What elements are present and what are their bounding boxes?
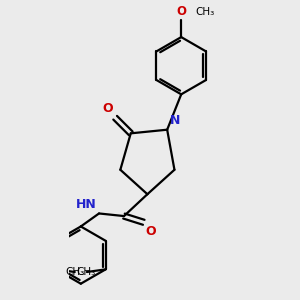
- Text: O: O: [146, 225, 157, 239]
- Text: O: O: [176, 5, 186, 18]
- Text: N: N: [170, 114, 181, 127]
- Text: CH₃: CH₃: [65, 267, 85, 277]
- Text: CH₃: CH₃: [77, 267, 96, 277]
- Text: CH₃: CH₃: [195, 7, 214, 16]
- Text: O: O: [102, 102, 112, 115]
- Text: HN: HN: [76, 198, 96, 212]
